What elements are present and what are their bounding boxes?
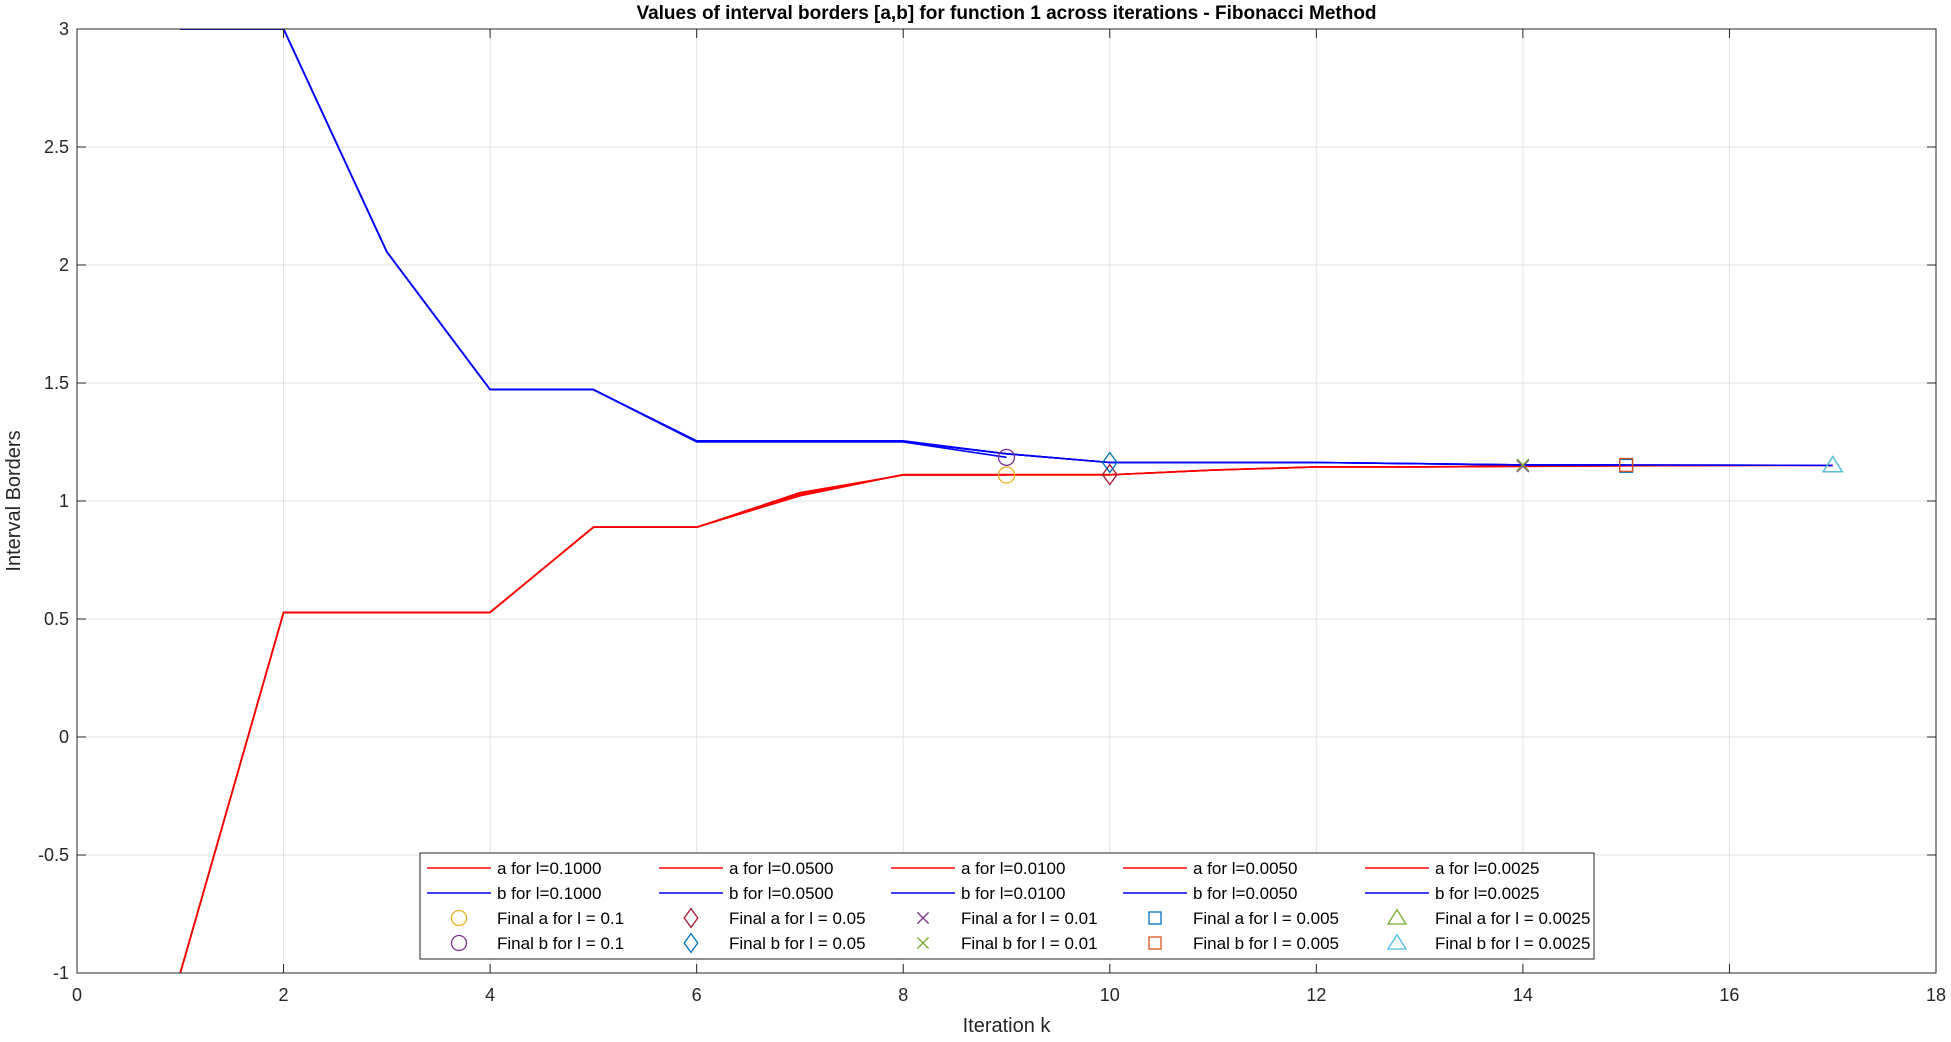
x-tick-label: 0 <box>72 985 82 1005</box>
final-marker-point <box>1821 455 1844 473</box>
x-tick-label: 18 <box>1926 985 1946 1005</box>
series-line <box>180 29 1007 459</box>
legend-marker-sample <box>450 934 468 952</box>
legend-marker-sample <box>1148 911 1162 925</box>
y-tick-label: 1.5 <box>44 373 69 393</box>
x-tick-label: 16 <box>1719 985 1739 1005</box>
legend-marker-sample <box>1386 908 1408 925</box>
grid <box>76 28 1937 974</box>
legend-entry-label: Final a for l = 0.05 <box>729 909 866 928</box>
y-tick-label: -0.5 <box>38 845 69 865</box>
legend-entry-label: a for l=0.0100 <box>961 859 1065 878</box>
series-line <box>180 29 1110 464</box>
legend-marker-sample <box>683 932 699 954</box>
legend-entry-label: Final a for l = 0.0025 <box>1435 909 1590 928</box>
x-tick-label: 10 <box>1100 985 1120 1005</box>
legend-entry-label: b for l=0.0100 <box>961 884 1065 903</box>
series-line <box>180 29 1833 467</box>
legend-entry-label: a for l=0.0500 <box>729 859 833 878</box>
final-marker-point <box>1101 451 1118 474</box>
x-axis-label: Iteration k <box>963 1015 1052 1037</box>
legend-entry-label: Final b for l = 0.005 <box>1193 934 1339 953</box>
legend-entry-label: b for l=0.0050 <box>1193 884 1297 903</box>
legend-entry-label: b for l=0.0500 <box>729 884 833 903</box>
legend-entry-label: b for l=0.0025 <box>1435 884 1539 903</box>
legend-marker-sample <box>683 907 699 929</box>
y-axis-label: Interval Borders <box>3 430 25 571</box>
y-tick-label: 3 <box>59 19 69 39</box>
final-marker-point <box>1101 463 1118 486</box>
legend-entry-label: Final b for l = 0.1 <box>497 934 624 953</box>
chart-title: Values of interval borders [a,b] for fun… <box>636 3 1376 24</box>
final-marker-point <box>1516 458 1530 472</box>
x-tick-label: 2 <box>279 985 289 1005</box>
legend-items: a for l=0.1000 a for l=0.0500 a for l=0.01… <box>427 859 1590 954</box>
axis-ticks: 0 2 4 6 8 10 12 14 16 18 -1 -0.5 0 0.5 1 1.5 2 2.5 3 <box>38 19 1946 1005</box>
x-tick-label: 6 <box>692 985 702 1005</box>
legend-entry-label: Final b for l = 0.05 <box>729 934 866 953</box>
legend-entry-label: a for l=0.0025 <box>1435 859 1539 878</box>
y-tick-label: 2 <box>59 255 69 275</box>
legend-marker-sample <box>916 936 930 950</box>
y-tick-label: 2.5 <box>44 137 69 157</box>
legend-entry-label: Final a for l = 0.005 <box>1193 909 1339 928</box>
series-line <box>179 464 1833 973</box>
legend-marker-sample <box>916 911 930 925</box>
series-line <box>180 29 1523 466</box>
legend-entry-label: a for l=0.0050 <box>1193 859 1297 878</box>
final-marker-point <box>997 448 1016 466</box>
legend-entry-label: Final a for l = 0.1 <box>497 909 624 928</box>
plot-series <box>179 29 1833 973</box>
legend-marker-sample <box>1386 933 1408 950</box>
legend-box <box>419 852 1595 960</box>
x-tick-label: 12 <box>1306 985 1326 1005</box>
legend-marker-sample <box>450 909 468 927</box>
y-tick-label: 0.5 <box>44 609 69 629</box>
legend-entry-label: b for l=0.1000 <box>497 884 601 903</box>
legend-entry-label: Final b for l = 0.01 <box>961 934 1098 953</box>
legend-marker-sample <box>1148 936 1162 950</box>
y-tick-label: 0 <box>59 727 69 747</box>
final-marker-point <box>1821 455 1844 473</box>
final-marker-point <box>1516 459 1530 473</box>
x-tick-label: 4 <box>485 985 495 1005</box>
y-tick-label: -1 <box>53 963 69 983</box>
y-tick-label: 1 <box>59 491 69 511</box>
legend: a for l=0.1000 a for l=0.0500 a for l=0.01… <box>419 852 1595 960</box>
legend-entry-label: Final a for l = 0.01 <box>961 909 1098 928</box>
legend-entry-label: a for l=0.1000 <box>497 859 601 878</box>
final-marker-point <box>997 466 1016 484</box>
x-tick-label: 14 <box>1513 985 1533 1005</box>
final-marker-point <box>1619 457 1634 472</box>
legend-entry-label: Final b for l = 0.0025 <box>1435 934 1590 953</box>
x-tick-label: 8 <box>898 985 908 1005</box>
final-markers <box>997 448 1844 486</box>
